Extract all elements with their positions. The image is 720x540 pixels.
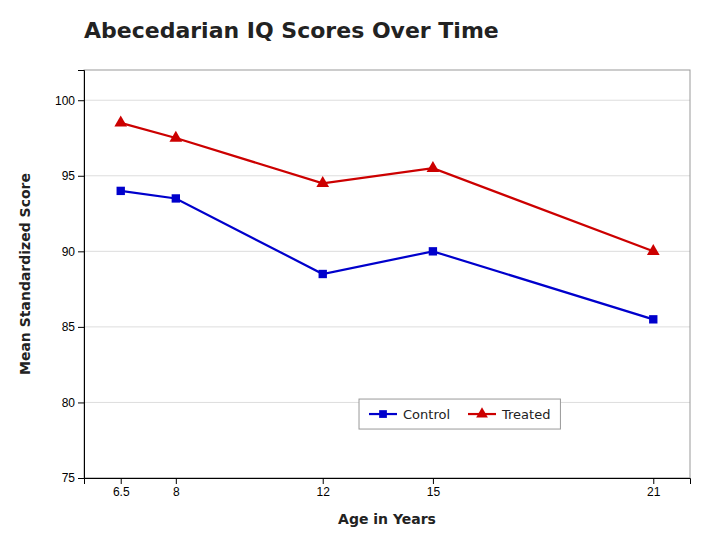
y-tick-label: 95 [62, 169, 76, 183]
x-tick-label: 8 [173, 485, 180, 499]
grid-line [84, 251, 690, 252]
series-line [121, 191, 654, 319]
y-tick: 75 [62, 471, 84, 485]
grid-line [84, 326, 690, 327]
point [114, 116, 127, 127]
y-tick-label: 80 [62, 396, 76, 410]
y-tick: 85 [62, 320, 84, 334]
marks [114, 116, 659, 324]
y-tick: 80 [62, 396, 84, 410]
x-tick-mark [176, 478, 177, 484]
x-tick-mark [323, 478, 324, 484]
point [319, 270, 327, 278]
legend-label: Treated [501, 407, 550, 422]
x-tick-mark [653, 478, 654, 484]
point [117, 187, 125, 195]
legend: Control Treated [359, 399, 560, 429]
point [429, 247, 437, 255]
y-tick-label: 75 [62, 471, 76, 485]
x-tick-mark [433, 478, 434, 484]
chart: Abecedarian IQ Scores Over Time 6.5 8 12 15 2… [0, 0, 720, 540]
y-axis-title: Mean Standardized Score [17, 173, 33, 375]
y-axis-line [78, 71, 85, 479]
y-tick-mark [78, 176, 84, 177]
x-tick: 12 [317, 478, 331, 499]
x-tick-mark [121, 478, 122, 484]
y-tick: 100 [55, 94, 84, 108]
legend-item: Control [369, 407, 450, 422]
x-tick-label: 6.5 [113, 485, 130, 499]
point [169, 131, 182, 142]
legend-box [359, 399, 560, 429]
y-tick: 90 [62, 245, 84, 259]
x-tick: 15 [427, 478, 441, 499]
y-tick-mark [78, 402, 84, 403]
point [427, 161, 440, 172]
x-tick-label: 12 [317, 485, 331, 499]
legend-label: Control [403, 407, 450, 422]
x-tick-label: 21 [647, 485, 661, 499]
plot-frame [84, 70, 690, 478]
y-tick-label: 85 [62, 320, 76, 334]
x-axis-line [85, 479, 691, 485]
x-tick: 6.5 [113, 478, 130, 499]
x-tick-label: 15 [427, 485, 441, 499]
title: Abecedarian IQ Scores Over Time [84, 18, 499, 43]
point [647, 244, 660, 255]
legend-marker [379, 410, 387, 418]
y-tick-mark [78, 478, 84, 479]
x-axis-title: Age in Years [338, 511, 436, 527]
y-tick-mark [78, 251, 84, 252]
point [316, 176, 329, 187]
point [649, 315, 657, 323]
x-tick: 21 [647, 478, 661, 499]
y-tick-label: 100 [55, 94, 75, 108]
point [172, 194, 180, 202]
y-tick-label: 90 [62, 245, 76, 259]
y-tick: 95 [62, 169, 84, 183]
y-tick-mark [78, 100, 84, 101]
grid-line [84, 100, 690, 101]
y-tick-mark [78, 327, 84, 328]
legend-marker [476, 407, 488, 417]
x-axis: 6.5 8 12 15 21 [85, 478, 691, 499]
grid [84, 100, 690, 478]
legend-item: Treated [468, 407, 550, 422]
y-axis: 75 80 85 90 95 100 [55, 71, 85, 486]
series-line [121, 123, 654, 251]
x-tick: 8 [173, 478, 180, 499]
plot-area: 6.5 8 12 15 21 75 80 85 90 95 100 Age in Years Mean … [17, 70, 691, 527]
